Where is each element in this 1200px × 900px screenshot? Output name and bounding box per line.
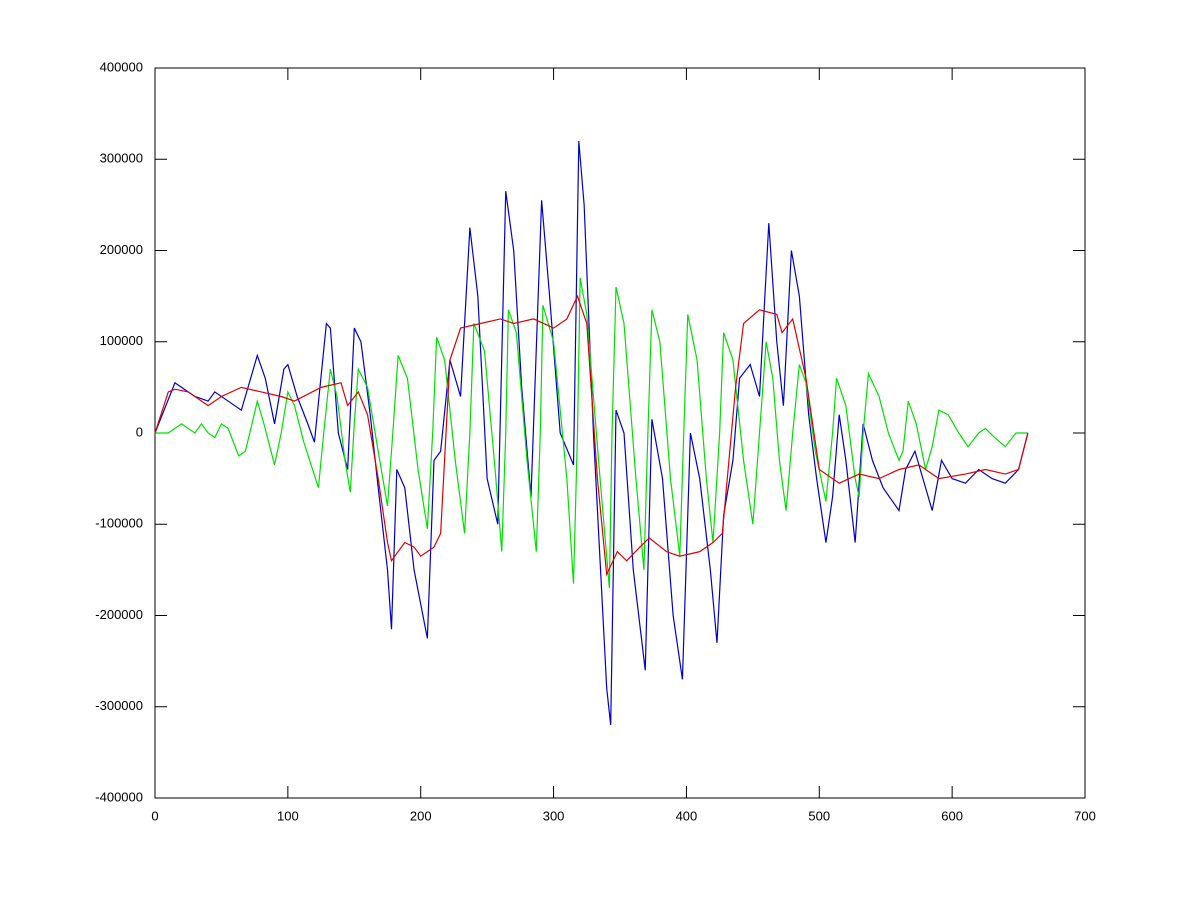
data-line: [155, 277, 1028, 589]
y-tick-label: 400000: [100, 59, 143, 74]
y-tick-label: -300000: [95, 698, 143, 713]
x-tick-label: 600: [941, 808, 963, 823]
y-tick-label: -200000: [95, 607, 143, 622]
x-tick-label: 200: [410, 808, 432, 823]
y-tick-label: -400000: [95, 789, 143, 804]
y-tick-label: 200000: [100, 242, 143, 257]
y-tick-label: 300000: [100, 151, 143, 166]
data-line: [154, 294, 1029, 577]
x-tick-label: 700: [1074, 808, 1096, 823]
plot-frame: [154, 67, 1086, 799]
x-tick-label: 100: [277, 808, 299, 823]
x-tick-label: 300: [543, 808, 565, 823]
x-tick-label: 0: [151, 808, 158, 823]
data-line: [154, 140, 1029, 726]
y-tick-label: 100000: [100, 333, 143, 348]
x-tick-label: 400: [676, 808, 698, 823]
x-tick-label: 500: [808, 808, 830, 823]
y-tick-label: 0: [136, 424, 143, 439]
y-tick-label: -100000: [95, 516, 143, 531]
